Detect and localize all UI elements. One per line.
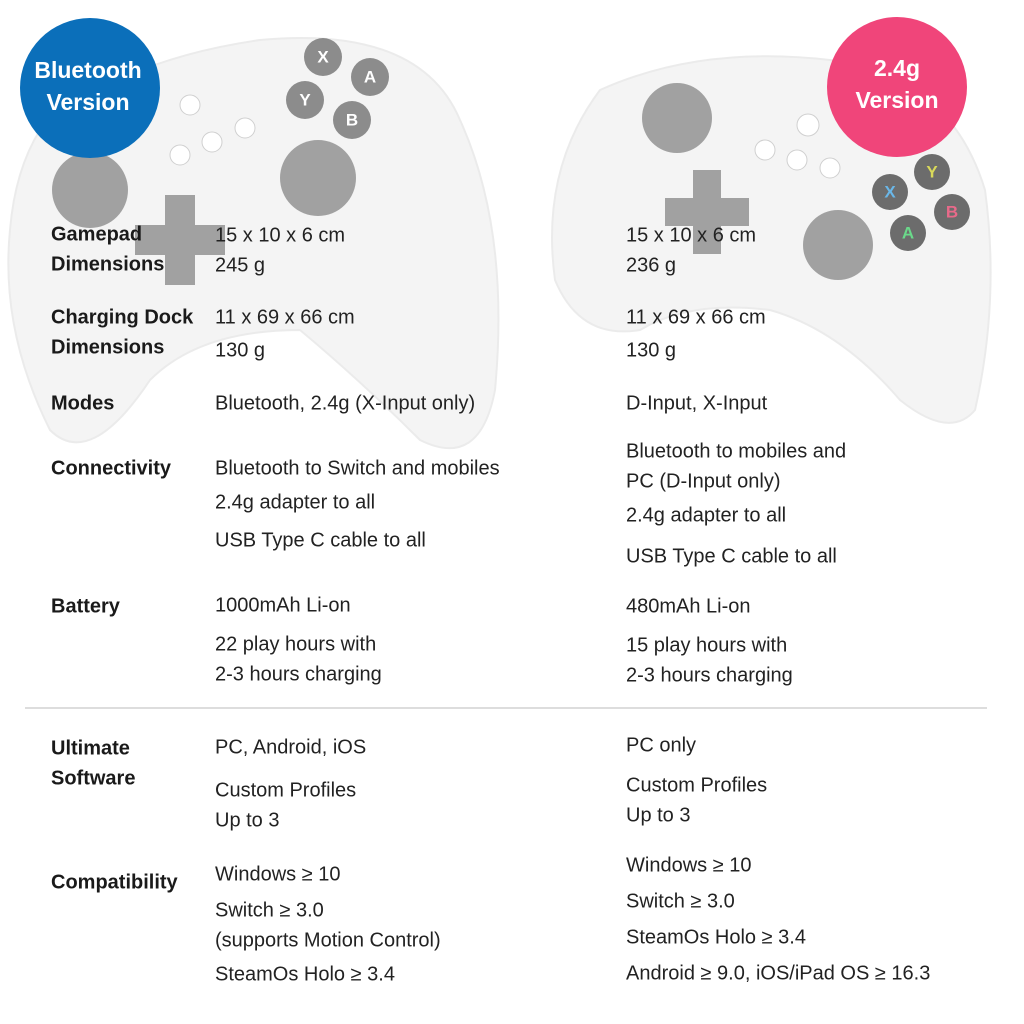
face-button xyxy=(286,81,324,119)
row-label: Gamepad xyxy=(51,223,142,245)
spec-value: 15 x 10 x 6 cm xyxy=(626,224,756,246)
spec-value: SteamOs Holo ≥ 3.4 xyxy=(215,963,395,985)
spec-value: 2.4g adapter to all xyxy=(626,504,786,526)
spec-value: 130 g xyxy=(215,339,265,361)
spec-value: PC only xyxy=(626,734,696,756)
button xyxy=(201,131,223,153)
spec-value: PC (D-Input only) xyxy=(626,470,781,492)
spec-value: Bluetooth to Switch and mobiles xyxy=(215,457,500,479)
spec-value: 2.4g adapter to all xyxy=(215,491,375,513)
row-label: Modes xyxy=(51,392,114,414)
spec-value: USB Type C cable to all xyxy=(626,545,837,567)
button xyxy=(819,157,841,179)
spec-value: 11 x 69 x 66 cm xyxy=(215,306,355,328)
spec-value: 15 play hours with xyxy=(626,634,787,656)
spec-value: 130 g xyxy=(626,339,676,361)
face-button-label: Y xyxy=(926,162,938,181)
button xyxy=(234,117,256,139)
spec-value: USB Type C cable to all xyxy=(215,529,426,551)
spec-value: (supports Motion Control) xyxy=(215,929,441,951)
spec-value: PC, Android, iOS xyxy=(215,736,366,758)
spec-value: 1000mAh Li-on xyxy=(215,594,351,616)
badge-text: Bluetooth xyxy=(34,57,141,83)
spec-value: 2-3 hours charging xyxy=(626,664,793,686)
row-label: Battery xyxy=(51,595,121,617)
badge-text: Version xyxy=(46,89,129,115)
spec-value: Bluetooth, 2.4g (X-Input only) xyxy=(215,392,475,414)
button xyxy=(754,139,776,161)
badge-text: Version xyxy=(855,87,938,113)
face-button xyxy=(351,58,389,96)
dpad xyxy=(135,195,225,285)
badge-circle xyxy=(20,18,160,158)
face-button xyxy=(914,154,950,190)
row-label: Ultimate xyxy=(51,737,130,759)
stick xyxy=(52,152,128,228)
spec-value: Switch ≥ 3.0 xyxy=(215,899,324,921)
spec-value: 11 x 69 x 66 cm xyxy=(626,306,766,328)
face-button-label: A xyxy=(364,67,376,86)
dpad xyxy=(665,170,749,254)
face-button-label: Y xyxy=(299,90,311,109)
button xyxy=(796,113,820,137)
face-button xyxy=(934,194,970,230)
row-label: Dimensions xyxy=(51,336,164,358)
row-label: Charging Dock xyxy=(51,306,194,328)
spec-value: 2-3 hours charging xyxy=(215,663,382,685)
row-label: Compatibility xyxy=(51,871,179,893)
spec-value: 15 x 10 x 6 cm xyxy=(215,224,345,246)
spec-value: 236 g xyxy=(626,254,676,276)
face-button xyxy=(890,215,926,251)
spec-value: 245 g xyxy=(215,254,265,276)
button xyxy=(179,94,201,116)
row-label: Software xyxy=(51,767,135,789)
face-button xyxy=(304,38,342,76)
spec-value: D-Input, X-Input xyxy=(626,392,768,414)
spec-value: 22 play hours with xyxy=(215,633,376,655)
spec-value: Windows ≥ 10 xyxy=(626,854,751,876)
face-button xyxy=(872,174,908,210)
row-label: Dimensions xyxy=(51,253,164,275)
stick xyxy=(642,83,712,153)
spec-value: 480mAh Li-on xyxy=(626,595,751,617)
spec-value: Up to 3 xyxy=(626,804,690,826)
face-button-label: B xyxy=(346,110,358,129)
badge-circle xyxy=(827,17,967,157)
spec-value: Windows ≥ 10 xyxy=(215,863,340,885)
face-button-label: A xyxy=(902,223,914,242)
face-button-label: X xyxy=(317,47,329,66)
spec-value: Custom Profiles xyxy=(215,779,356,801)
spec-value: Up to 3 xyxy=(215,809,279,831)
spec-value: Switch ≥ 3.0 xyxy=(626,890,735,912)
stick xyxy=(280,140,356,216)
face-button-label: B xyxy=(946,202,958,221)
face-button xyxy=(333,101,371,139)
button xyxy=(169,144,191,166)
face-button-label: X xyxy=(884,182,896,201)
badge-text: 2.4g xyxy=(874,55,920,81)
spec-value: Bluetooth to mobiles and xyxy=(626,440,846,462)
row-label: Connectivity xyxy=(51,457,172,479)
spec-value: Android ≥ 9.0, iOS/iPad OS ≥ 16.3 xyxy=(626,962,930,984)
spec-value: Custom Profiles xyxy=(626,774,767,796)
button xyxy=(786,149,808,171)
spec-value: SteamOs Holo ≥ 3.4 xyxy=(626,926,806,948)
stick xyxy=(803,210,873,280)
